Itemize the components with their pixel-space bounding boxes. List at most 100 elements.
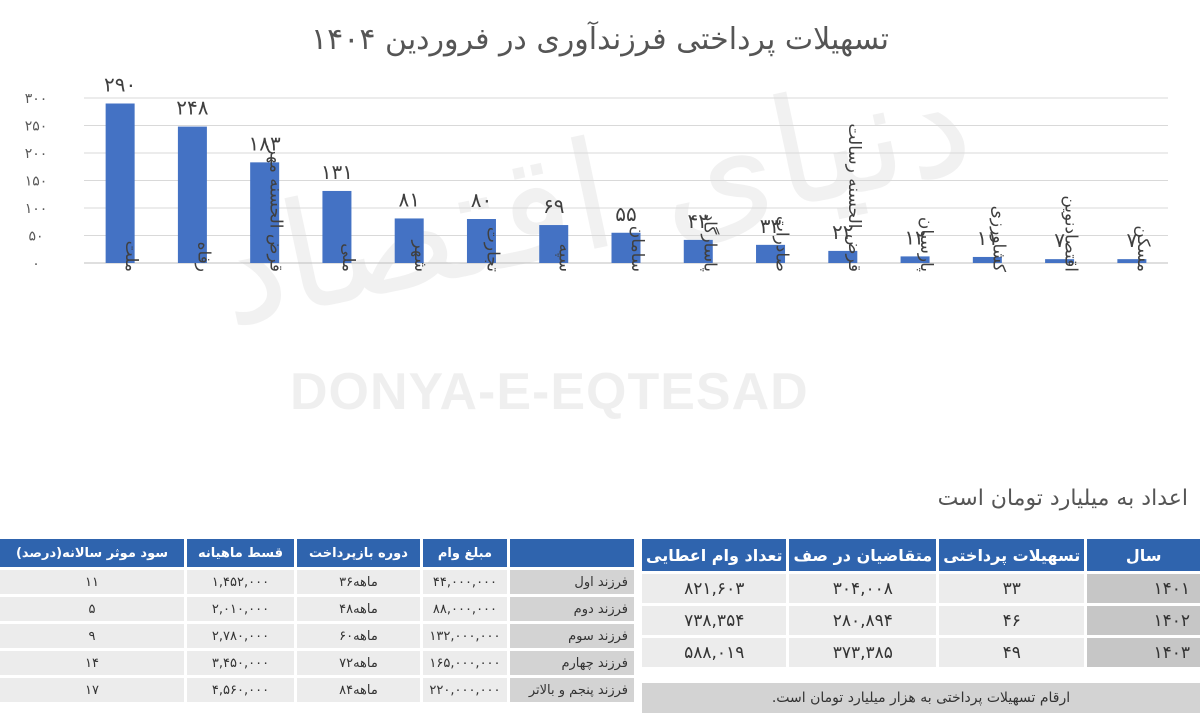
cell-paid: ۳۳ xyxy=(939,574,1085,603)
bar xyxy=(177,126,207,263)
cell-installment: ۲,۰۱۰,۰۰۰ xyxy=(186,597,294,621)
year-table: تعداد وام اعطایی متقاضیان در صف تسهیلات … xyxy=(639,536,1200,670)
watermark-text: DONYA-E-EQTESAD xyxy=(290,363,809,421)
x-tick-label: تجارت xyxy=(482,227,502,272)
y-tick-label: ۲۰۰ xyxy=(25,146,48,162)
y-tick-label: ۰ xyxy=(32,256,40,272)
unit-note: اعداد به میلیارد تومان است xyxy=(937,486,1188,511)
y-tick-label: ۳۰۰ xyxy=(25,91,48,107)
data-label: ۷ xyxy=(1054,228,1065,252)
x-tick-label: ملت xyxy=(121,241,141,272)
cell-amount: ۲۲۰,۰۰۰,۰۰۰ xyxy=(422,678,507,702)
bar xyxy=(828,250,858,263)
col-header-count: تعداد وام اعطایی xyxy=(642,539,787,571)
row-label: فرزند اول xyxy=(510,570,634,594)
cell-rate: ۹ xyxy=(0,624,184,648)
col-header-queue: متقاضیان در صف xyxy=(789,539,937,571)
row-year: ۱۴۰۳ xyxy=(1087,638,1200,667)
cell-amount: ۴۴,۰۰۰,۰۰۰ xyxy=(422,570,507,594)
bar xyxy=(683,239,713,263)
data-label: ۳۳ xyxy=(760,214,782,238)
bar xyxy=(322,190,352,263)
y-tick-label: ۵۰ xyxy=(28,229,43,245)
col-header-rate: سود موثر سالانه(درصد) xyxy=(0,539,184,567)
bar xyxy=(539,225,569,263)
bar xyxy=(250,162,280,263)
cell-count: ۸۲۱,۶۰۳ xyxy=(642,574,787,603)
bar xyxy=(394,218,424,263)
x-tick-label: کشاورزی xyxy=(988,206,1008,273)
col-header-year: سال xyxy=(1087,539,1200,571)
x-tick-label: شهر xyxy=(410,240,430,272)
data-label: ۸۱ xyxy=(398,187,419,211)
bar xyxy=(105,103,135,263)
y-tick-label: ۲۵۰ xyxy=(25,119,48,135)
x-tick-label: قرض الحسنه رسالت xyxy=(844,123,864,272)
col-header-paid: تسهیلات پرداختی xyxy=(939,539,1085,571)
cell-rate: ۱۴ xyxy=(0,651,184,675)
data-label: ۱۸۳ xyxy=(249,131,281,155)
y-tick-label: ۱۰۰ xyxy=(25,201,48,217)
table-row: ۱۱ ۱,۴۵۲,۰۰۰ ۳۶ماهه ۴۴,۰۰۰,۰۰۰ فرزند اول xyxy=(0,570,634,594)
row-label: فرزند سوم xyxy=(510,624,634,648)
bar xyxy=(611,232,641,263)
col-header-label xyxy=(510,539,634,567)
cell-amount: ۸۸,۰۰۰,۰۰۰ xyxy=(422,597,507,621)
cell-installment: ۴,۵۶۰,۰۰۰ xyxy=(186,678,294,702)
row-label: فرزند چهارم xyxy=(510,651,634,675)
bar xyxy=(1117,259,1147,263)
data-label: ۲۹۰ xyxy=(104,73,136,97)
row-year: ۱۴۰۲ xyxy=(1087,606,1200,635)
col-header-amount: مبلغ وام xyxy=(422,539,507,567)
cell-period: ۸۴ماهه xyxy=(297,678,420,702)
table-row: ۹ ۲,۷۸۰,۰۰۰ ۶۰ماهه ۱۳۲,۰۰۰,۰۰۰ فرزند سوم xyxy=(0,624,634,648)
data-label: ۵۵ xyxy=(615,202,636,226)
cell-queue: ۲۸۰,۸۹۴ xyxy=(789,606,937,635)
bar xyxy=(466,219,496,263)
row-label: فرزند پنجم و بالاتر xyxy=(510,678,634,702)
data-label: ۱۲ xyxy=(904,225,925,249)
bar xyxy=(756,244,786,263)
year-table-note: ارقام تسهیلات پرداختی به هزار میلیارد تو… xyxy=(642,683,1200,713)
cell-installment: ۲,۷۸۰,۰۰۰ xyxy=(186,624,294,648)
x-tick-label: صادرات xyxy=(772,216,792,272)
x-tick-label: رفاه xyxy=(193,242,213,272)
cell-period: ۶۰ماهه xyxy=(297,624,420,648)
bar xyxy=(900,256,930,263)
cell-installment: ۱,۴۵۲,۰۰۰ xyxy=(186,570,294,594)
cell-amount: ۱۳۲,۰۰۰,۰۰۰ xyxy=(422,624,507,648)
cell-period: ۷۲ماهه xyxy=(297,651,420,675)
data-label: ۲۲ xyxy=(832,220,853,244)
col-header-installment: قسط ماهیانه xyxy=(186,539,294,567)
col-header-period: دوره بازپرداخت xyxy=(297,539,420,567)
data-label: ۴۲ xyxy=(688,209,709,233)
data-label: ۲۴۸ xyxy=(176,96,208,120)
cell-paid: ۴۶ xyxy=(939,606,1085,635)
data-label: ۸۰ xyxy=(471,188,492,212)
row-year: ۱۴۰۱ xyxy=(1087,574,1200,603)
data-label: ۱۳۱ xyxy=(321,160,353,184)
x-tick-label: پارسیان xyxy=(916,217,936,272)
cell-count: ۷۳۸,۳۵۴ xyxy=(642,606,787,635)
bar xyxy=(1045,259,1075,263)
cell-queue: ۳۷۳,۳۸۵ xyxy=(789,638,937,667)
table-row: ۸۲۱,۶۰۳ ۳۰۴,۰۰۸ ۳۳ ۱۴۰۱ xyxy=(642,574,1200,603)
cell-amount: ۱۶۵,۰۰۰,۰۰۰ xyxy=(422,651,507,675)
data-label: ۱۱ xyxy=(977,226,998,250)
cell-rate: ۱۷ xyxy=(0,678,184,702)
x-tick-label: سامان xyxy=(627,226,647,272)
x-tick-label: ملی xyxy=(338,243,358,272)
x-tick-label: سپه xyxy=(555,244,575,273)
table-row: ۵ ۲,۰۱۰,۰۰۰ ۴۸ماهه ۸۸,۰۰۰,۰۰۰ فرزند دوم xyxy=(0,597,634,621)
row-label: فرزند دوم xyxy=(510,597,634,621)
x-tick-label: پاسارگاد xyxy=(699,214,720,273)
cell-count: ۵۸۸,۰۱۹ xyxy=(642,638,787,667)
cell-queue: ۳۰۴,۰۰۸ xyxy=(789,574,937,603)
chart-title: تسهیلات پرداختی فرزندآوری در فروردین ۱۴۰… xyxy=(311,22,889,57)
table-row: ۵۸۸,۰۱۹ ۳۷۳,۳۸۵ ۴۹ ۱۴۰۳ xyxy=(642,638,1200,667)
chart-panel: دنیای اقتصاد DONYA-E-EQTESAD ۰ ۵۰ ۱۰۰ ۱۵۰ ۲۰… xyxy=(25,22,1188,511)
cell-installment: ۳,۴۵۰,۰۰۰ xyxy=(186,651,294,675)
table-row: ۱۷ ۴,۵۶۰,۰۰۰ ۸۴ماهه ۲۲۰,۰۰۰,۰۰۰ فرزند پنجم و… xyxy=(0,678,634,702)
x-tick-label: مسکن xyxy=(1133,225,1153,272)
x-tick-label: اقتصادنوین xyxy=(1061,195,1081,272)
